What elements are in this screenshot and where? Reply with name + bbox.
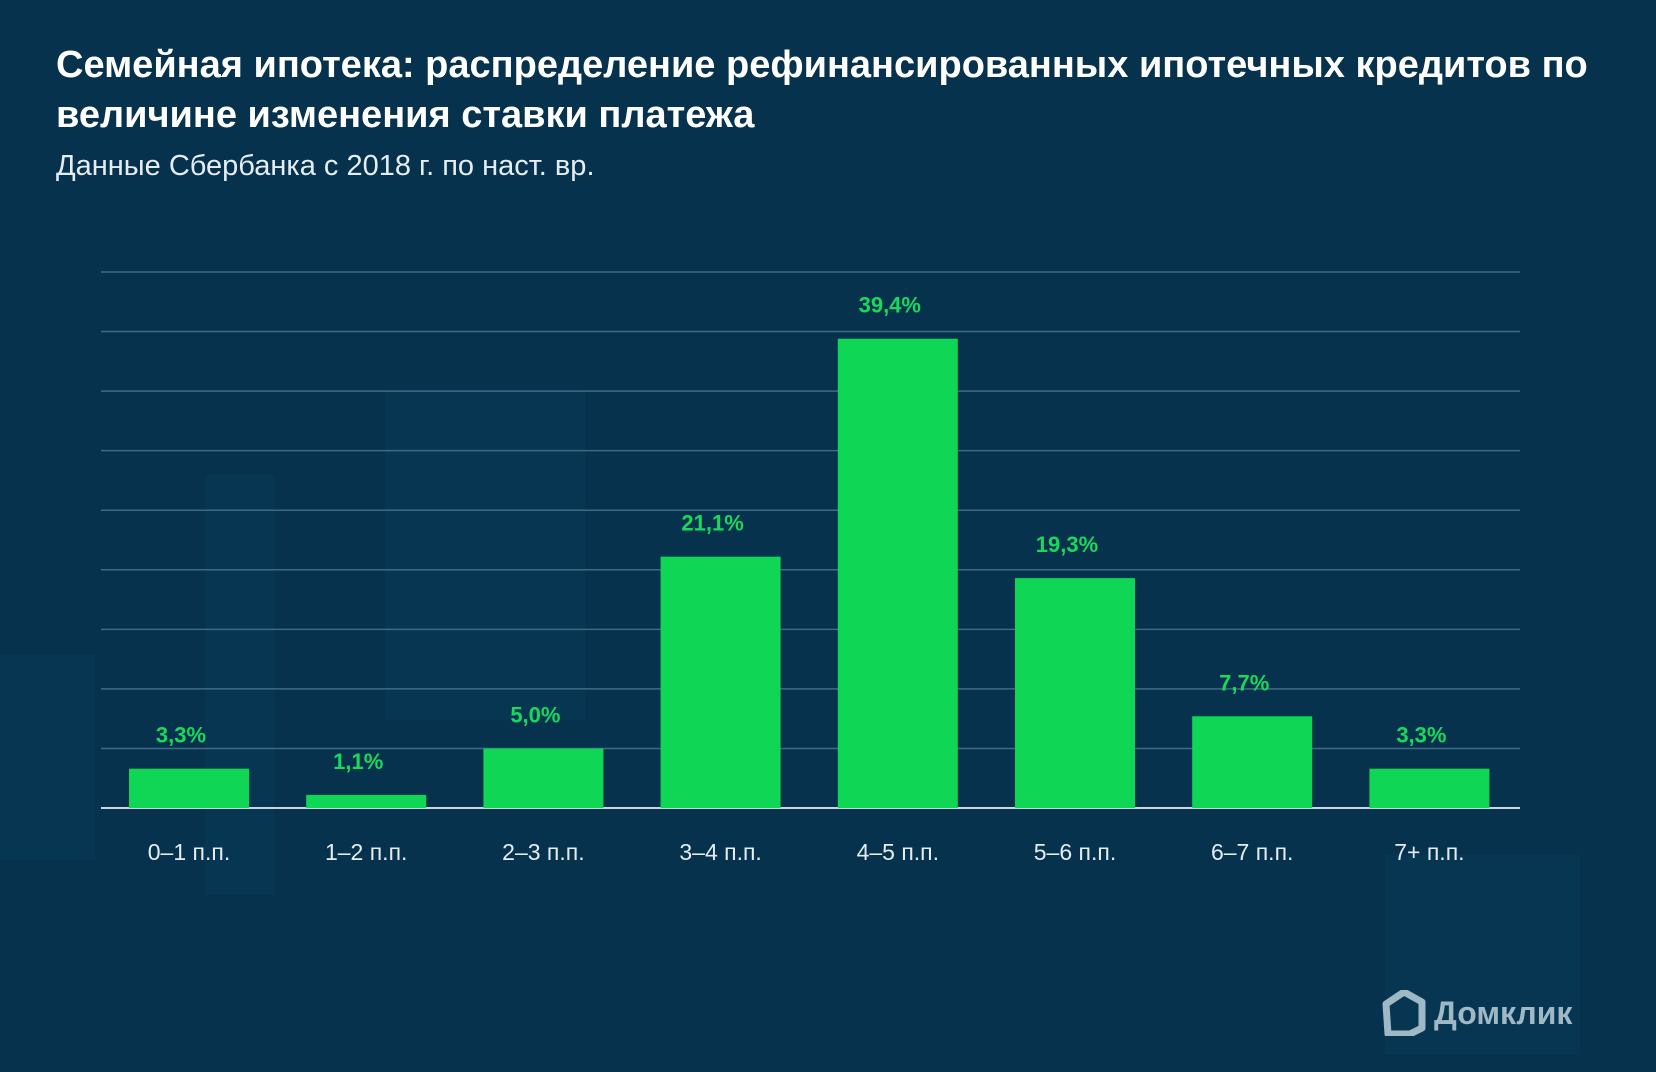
x-tick-label: 0–1 п.п. — [148, 839, 230, 865]
bar — [483, 748, 604, 808]
background-decoration — [1385, 855, 1580, 1055]
house-logo-icon — [1382, 990, 1426, 1036]
x-tick-label: 6–7 п.п. — [1211, 839, 1293, 865]
data-label: 19,3% — [1036, 532, 1098, 557]
background-decoration — [205, 475, 275, 895]
bar — [129, 768, 249, 808]
data-label: 5,0% — [510, 702, 560, 727]
background-decoration — [385, 390, 585, 720]
background-decoration — [0, 655, 95, 860]
logo-text: Домклик — [1434, 994, 1573, 1031]
data-label: 21,1% — [681, 511, 743, 536]
data-label: 3,3% — [156, 723, 206, 748]
chart-title: Семейная ипотека: распределение рефинанс… — [56, 44, 1588, 136]
bar — [1015, 578, 1135, 808]
x-tick-label: 3–4 п.п. — [679, 839, 761, 865]
domclick-logo: Домклик — [1382, 990, 1572, 1036]
x-tick-label: 2–3 п.п. — [502, 839, 584, 865]
data-label: 3,3% — [1396, 723, 1446, 748]
bar — [306, 794, 427, 808]
bar — [1369, 768, 1490, 808]
x-tick-label: 4–5 п.п. — [857, 839, 939, 865]
data-label: 39,4% — [859, 293, 921, 318]
bar — [837, 338, 958, 808]
data-label: 7,7% — [1219, 670, 1269, 695]
x-tick-label: 1–2 п.п. — [325, 839, 407, 865]
bar — [1192, 716, 1313, 808]
bar — [660, 556, 781, 808]
x-tick-label: 7+ п.п. — [1394, 839, 1464, 865]
data-label: 1,1% — [333, 749, 383, 774]
chart-subtitle: Данные Сбербанка с 2018 г. по наст. вр. — [56, 150, 595, 182]
x-tick-label: 5–6 п.п. — [1034, 839, 1116, 865]
